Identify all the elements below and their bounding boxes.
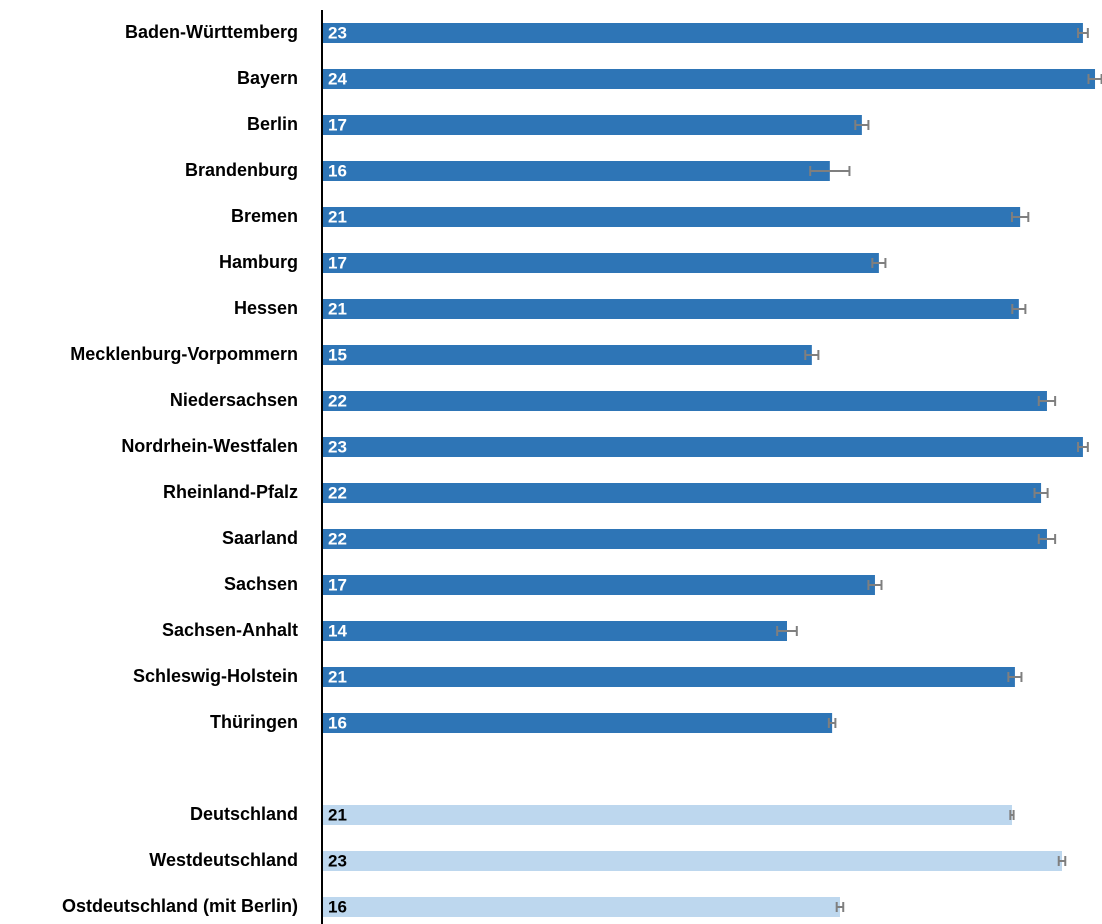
bar: [322, 713, 833, 733]
value-label: 23: [328, 23, 347, 42]
error-bar: [1010, 212, 1030, 222]
category-label: Sachsen-Anhalt: [162, 620, 298, 640]
error-bar: [776, 626, 798, 636]
bar: [322, 115, 862, 135]
value-label: 22: [328, 391, 347, 410]
category-label: Hamburg: [219, 252, 298, 272]
category-label: Bayern: [237, 68, 298, 88]
value-label: 21: [328, 805, 347, 824]
bar: [322, 391, 1047, 411]
error-bar: [1037, 534, 1057, 544]
value-label: 17: [328, 575, 347, 594]
bar: [322, 161, 830, 181]
value-label: 21: [328, 207, 347, 226]
category-label: Rheinland-Pfalz: [163, 482, 298, 502]
error-bar: [809, 166, 851, 176]
bar: [322, 575, 875, 595]
value-label: 24: [328, 69, 347, 88]
bar: [322, 253, 879, 273]
category-label: Saarland: [222, 528, 298, 548]
value-label: 23: [328, 437, 347, 456]
value-label: 23: [328, 851, 347, 870]
category-label: Baden-Württemberg: [125, 22, 298, 42]
category-label: Hessen: [234, 298, 298, 318]
value-label: 16: [328, 713, 347, 732]
value-label: 22: [328, 483, 347, 502]
bar: [322, 851, 1063, 871]
error-bar: [835, 902, 845, 912]
error-bar: [1057, 856, 1067, 866]
category-label: Bremen: [231, 206, 298, 226]
category-label: Mecklenburg-Vorpommern: [70, 344, 298, 364]
value-label: 22: [328, 529, 347, 548]
value-label: 17: [328, 253, 347, 272]
bar: [322, 299, 1019, 319]
bar: [322, 667, 1015, 687]
error-bar: [827, 718, 837, 728]
value-label: 21: [328, 667, 347, 686]
bar: [322, 69, 1096, 89]
error-bar: [867, 580, 883, 590]
value-label: 15: [328, 345, 347, 364]
category-label: Schleswig-Holstein: [133, 666, 298, 686]
category-label: Niedersachsen: [170, 390, 298, 410]
bar: [322, 483, 1042, 503]
bar: [322, 437, 1083, 457]
error-bar: [1033, 488, 1049, 498]
error-bar: [871, 258, 887, 268]
error-bar: [1037, 396, 1057, 406]
value-label: 17: [328, 115, 347, 134]
value-label: 16: [328, 897, 347, 916]
category-label: Ostdeutschland (mit Berlin): [62, 896, 298, 916]
category-label: Nordrhein-Westfalen: [121, 436, 298, 456]
bar: [322, 897, 840, 917]
error-bar: [1011, 304, 1027, 314]
category-label: Berlin: [247, 114, 298, 134]
category-label: Westdeutschland: [149, 850, 298, 870]
bar: [322, 23, 1083, 43]
category-label: Deutschland: [190, 804, 298, 824]
error-bar: [1009, 810, 1015, 820]
bar: [322, 529, 1047, 549]
bar: [322, 207, 1021, 227]
value-label: 14: [328, 621, 347, 640]
bar: [322, 345, 812, 365]
bar: [322, 805, 1012, 825]
error-bar: [854, 120, 870, 130]
error-bar: [804, 350, 820, 360]
error-bar: [1077, 28, 1089, 38]
value-label: 16: [328, 161, 347, 180]
category-label: Brandenburg: [185, 160, 298, 180]
error-bar: [1077, 442, 1089, 452]
bar: [322, 621, 787, 641]
value-label: 21: [328, 299, 347, 318]
category-label: Thüringen: [210, 712, 298, 732]
error-bar: [1007, 672, 1023, 682]
category-label: Sachsen: [224, 574, 298, 594]
